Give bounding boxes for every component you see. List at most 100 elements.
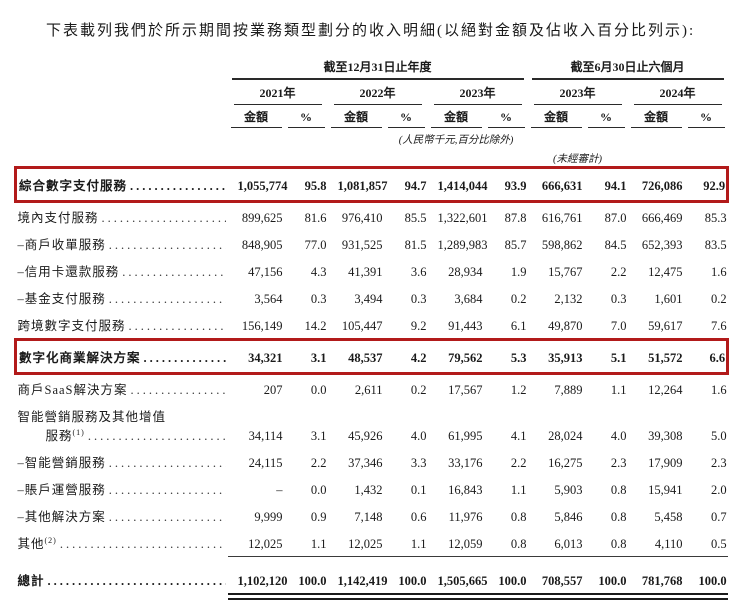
pct-cell: 1.1 [510,483,527,498]
amount-cell: 5,846 [554,510,583,525]
amount-cell: 105,447 [341,319,383,334]
row-label: –賬戶運營服務 [16,475,228,502]
row-label: 境內支付服務 [16,202,228,231]
pct-cell: 7.6 [710,319,727,334]
pct-cell: 0.8 [610,510,627,525]
amount-cell: 34,114 [248,429,283,444]
pct-cell: 0.7 [710,510,727,525]
pct-cell: 87.8 [504,211,527,226]
pct-cell: 0.3 [310,292,327,307]
pct-cell: 0.8 [510,510,527,525]
amount-cell: 28,024 [548,429,583,444]
pct-cell: 0.5 [684,529,728,561]
pct-cell: 0.0 [310,383,327,398]
amount-cell: 652,393 [641,238,683,253]
pct-cell: 1.6 [710,265,727,280]
pct-cell: 94.1 [604,179,627,194]
amount-cell: 2,611 [354,383,383,398]
pct-cell: 0.8 [610,483,627,498]
amount-cell: 6,013 [527,529,585,561]
amount-cell: 931,525 [341,238,383,253]
period-group-annual-label: 截至12月31日止年度 [231,58,524,81]
pct-cell: 100.0 [484,561,528,602]
amount-cell: 781,768 [627,561,685,602]
amount-cell: 16,275 [548,456,583,471]
amount-cell: 848,905 [241,238,283,253]
pct-cell: 100.0 [284,561,328,602]
amount-cell: 666,631 [541,179,583,194]
pct-cell: 0.9 [310,510,327,525]
amount-cell: 1,102,120 [227,561,288,602]
table-row: 綜合數字支付服務 1,055,774 95.8 1,081,857 94.7 1,414,… [15,167,728,202]
pct-cell: 95.8 [304,179,327,194]
amount-cell: 207 [263,383,283,398]
amount-cell: 79,562 [448,351,483,366]
pct-cell: 5.3 [510,351,527,366]
amount-cell: 15,767 [548,265,583,280]
row-label: 智能營銷服務及其他增值 服務(1) [16,402,228,448]
year-row: 2021年 2022年 2023年 2023年 2024年 [16,81,728,106]
period-group-interim-label: 截至6月30日止六個月 [531,58,724,81]
row-label: –商戶收單服務 [16,230,228,257]
amount-cell: 17,909 [648,456,683,471]
row-label: 綜合數字支付服務 [16,168,228,202]
pct-header: % [285,105,328,129]
year-2021: 2021年 [228,81,328,106]
amount-header: 金額 [228,105,285,129]
amount-cell: 1,055,774 [237,179,288,194]
amount-cell: 15,941 [648,483,683,498]
pct-cell: 0.8 [484,529,528,561]
table-row: –賬戶運營服務 – 0.0 1,432 0.1 16,843 1.1 5,903 0.8 15,9… [16,475,728,502]
measure-row: 金額 % 金額 % 金額 % 金額 % 金額 % [16,105,728,129]
row-label: –其他解決方案 [16,502,228,529]
intro-text: 下表載列我們於所示期間按業務類型劃分的收入明細(以絕對金額及佔收入百分比列示): [46,23,696,39]
pct-cell: 0.2 [710,292,727,307]
pct-cell: 2.2 [310,456,327,471]
row-label: 總計 [16,561,228,602]
pct-cell: 1.2 [510,383,527,398]
amount-cell: 16,843 [448,483,483,498]
amount-cell: 3,684 [454,292,483,307]
pct-cell: 1.6 [710,383,727,398]
amount-cell: 12,475 [648,265,683,280]
amount-cell: 1,142,419 [327,561,388,602]
pct-cell: 0.3 [610,292,627,307]
amount-cell: 1,432 [354,483,383,498]
pct-cell: 2.2 [510,456,527,471]
pct-cell: 4.0 [610,429,627,444]
period-group-row: 截至12月31日止年度 截至6月30日止六個月 [16,58,728,81]
pct-cell: 94.7 [404,179,427,194]
amount-cell: 59,617 [648,319,683,334]
pct-header: % [685,105,728,129]
amount-cell: 24,115 [248,456,283,471]
period-group-annual: 截至12月31日止年度 [228,58,528,81]
pct-cell: 0.1 [410,483,427,498]
amount-cell: 91,443 [448,319,483,334]
pct-cell: 1.1 [384,529,428,561]
table-row: –智能營銷服務 24,115 2.2 37,346 3.3 33,176 2.2 16,275… [16,448,728,475]
pct-cell: 4.2 [410,351,427,366]
amount-cell: 598,862 [541,238,583,253]
amount-cell: 28,934 [448,265,483,280]
pct-cell: 4.3 [310,265,327,280]
pct-cell: 3.6 [410,265,427,280]
table-row: –商戶收單服務 848,905 77.0 931,525 81.5 1,289,983 85… [16,230,728,257]
amount-cell: 5,458 [654,510,683,525]
amount-cell: 4,110 [627,529,685,561]
header-spacer [16,58,228,81]
pct-cell: 1.9 [510,265,527,280]
amount-cell: 41,391 [348,265,383,280]
amount-cell: 11,976 [448,510,483,525]
pct-header: % [485,105,528,129]
pct-cell: 0.2 [510,292,527,307]
year-2023-interim: 2023年 [528,81,628,106]
table-row: –其他解決方案 9,999 0.9 7,148 0.6 11,976 0.8 5,846 0.8… [16,502,728,529]
table-row: 其他(2)12,0251.112,0251.112,0590.86,0130.8… [16,529,728,561]
amount-cell: 61,995 [448,429,483,444]
amount-cell: 39,308 [648,429,683,444]
pct-cell: 4.0 [410,429,427,444]
row-label: 商戶SaaS解決方案 [16,374,228,403]
pct-cell: 84.5 [604,238,627,253]
row-label: 其他(2) [16,529,228,561]
amount-cell: 12,059 [427,529,485,561]
